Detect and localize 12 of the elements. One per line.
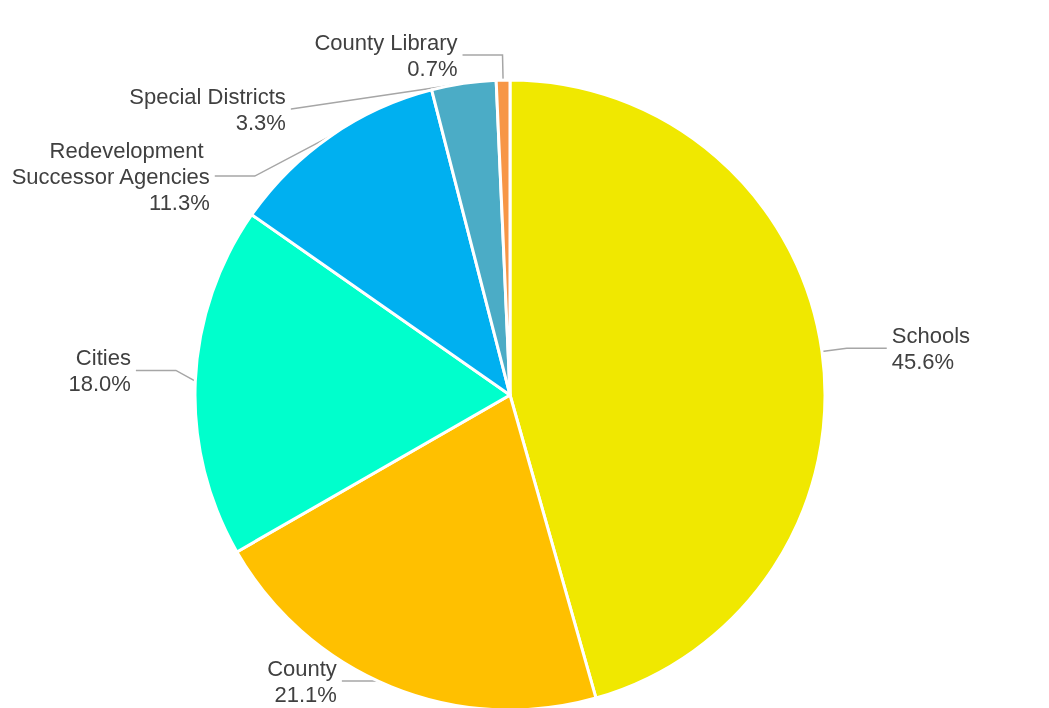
data-label: 11.3% — [149, 189, 210, 215]
data-label: 0.7% — [407, 55, 458, 81]
slice-label: Cities — [75, 344, 131, 370]
data-label: 45.6% — [891, 348, 955, 374]
data-label: 3.3% — [235, 109, 286, 135]
slice-label: County — [267, 655, 337, 681]
slice-label: County Library — [314, 29, 458, 55]
data-label: 21.1% — [274, 681, 337, 707]
data-label: 18.0% — [68, 370, 131, 396]
slice-label: Schools — [891, 322, 971, 348]
slice-label: Redevelopment Successor Agencies — [11, 137, 210, 189]
slice-label: Special Districts — [129, 83, 286, 109]
